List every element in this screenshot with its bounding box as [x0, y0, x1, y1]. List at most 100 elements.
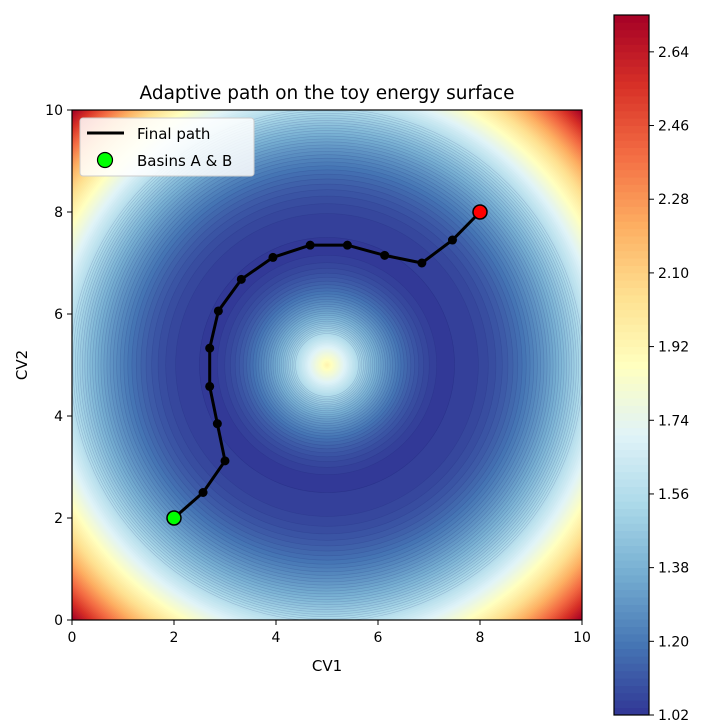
colorbar-band: [614, 427, 649, 436]
colorbar-band: [614, 641, 649, 650]
legend: Final path Basins A & B: [79, 117, 255, 177]
colorbar-band: [614, 81, 649, 90]
colorbar-band: [614, 670, 649, 679]
colorbar-band: [614, 361, 649, 370]
colorbar-band: [614, 457, 649, 465]
colorbar-band: [614, 523, 649, 532]
x-tick-label: 6: [374, 630, 383, 646]
colorbar-tick-label: 1.20: [658, 634, 689, 650]
colorbar-tick-label: 2.64: [658, 45, 689, 61]
path-point: [212, 419, 222, 429]
colorbar-band: [614, 324, 649, 333]
colorbar-band: [614, 236, 649, 244]
colorbar-band: [614, 118, 649, 126]
colorbar-band: [614, 250, 649, 259]
colorbar-tick-label: 1.02: [658, 708, 689, 723]
colorbar-band: [614, 376, 649, 384]
colorbar: 1.02 1.20 1.38 1.56 1.74 1.92 2.10 2.28 2.46 2.64: [613, 14, 689, 723]
x-tick-label: 0: [68, 630, 77, 646]
colorbar-band: [614, 265, 649, 274]
x-axis: 0 2 4 6 8 10: [68, 620, 591, 646]
colorbar-band: [614, 663, 649, 672]
colorbar-band: [614, 132, 649, 141]
colorbar-band: [614, 162, 649, 171]
path-point: [205, 343, 215, 353]
colorbar-band: [614, 199, 649, 207]
colorbar-band: [614, 22, 649, 31]
colorbar-band: [614, 295, 649, 303]
colorbar-band: [614, 309, 649, 318]
y-tick-label: 0: [54, 613, 63, 629]
chart-title: Adaptive path on the toy energy surface: [140, 83, 515, 104]
colorbar-band: [614, 604, 649, 613]
colorbar-band: [614, 420, 649, 429]
colorbar-band: [614, 287, 649, 296]
colorbar-band: [614, 317, 649, 325]
colorbar-band: [614, 103, 649, 112]
path-layer: [169, 207, 485, 523]
y-tick-label: 10: [45, 103, 63, 119]
colorbar-band: [614, 597, 649, 605]
legend-label-path: Final path: [137, 125, 210, 143]
colorbar-band: [614, 353, 649, 362]
colorbar-band: [614, 390, 649, 399]
path-point: [268, 252, 278, 262]
colorbar-tick-label: 2.10: [658, 266, 689, 282]
colorbar-band: [614, 648, 649, 657]
colorbar-band: [614, 177, 649, 185]
colorbar-band: [614, 464, 649, 473]
colorbar-band: [614, 169, 649, 178]
colorbar-tick-label: 2.46: [658, 119, 689, 135]
path-point: [220, 456, 230, 466]
colorbar-band: [614, 471, 649, 480]
colorbar-band: [614, 243, 649, 252]
colorbar-band: [614, 567, 649, 576]
y-axis: 0 2 4 6 8 10: [45, 103, 72, 629]
colorbar-band: [614, 435, 649, 443]
colorbar-band: [614, 51, 649, 60]
colorbar-band: [614, 191, 649, 200]
basin-markers: [166, 204, 488, 526]
colorbar-band: [614, 633, 649, 642]
colorbar-band: [614, 493, 649, 502]
colorbar-band: [614, 110, 649, 119]
colorbar-band: [614, 545, 649, 554]
colorbar-band: [614, 589, 649, 598]
path-point: [447, 235, 457, 245]
colorbar-band: [614, 678, 649, 686]
colorbar-band: [614, 685, 649, 694]
colorbar-band: [614, 501, 649, 510]
colorbar-band: [614, 611, 649, 620]
y-tick-label: 8: [54, 205, 63, 221]
colorbar-band: [614, 508, 649, 517]
colorbar-band: [614, 412, 649, 421]
colorbar-band: [614, 206, 649, 215]
colorbar-band: [614, 449, 649, 458]
colorbar-band: [614, 339, 649, 347]
path-point: [236, 274, 246, 284]
path-point: [380, 250, 390, 260]
colorbar-band: [614, 516, 649, 524]
y-tick-label: 2: [54, 511, 63, 527]
colorbar-tick-label: 1.92: [658, 340, 689, 356]
colorbar-band: [614, 582, 649, 591]
colorbar-band: [614, 125, 649, 134]
energy-surface: [72, 110, 582, 620]
colorbar-band: [614, 619, 649, 627]
colorbar-band: [614, 147, 649, 156]
colorbar-band: [614, 692, 649, 701]
colorbar-band: [614, 73, 649, 82]
colorbar-band: [614, 346, 649, 355]
path-point: [342, 240, 352, 250]
colorbar-band: [614, 213, 649, 222]
colorbar-band: [614, 184, 649, 193]
x-axis-label: CV1: [312, 657, 342, 675]
colorbar-frame: [613, 14, 650, 716]
colorbar-band: [614, 398, 649, 406]
path-point: [213, 306, 223, 316]
path-point: [417, 258, 427, 268]
colorbar-band: [614, 626, 649, 635]
y-tick-label: 6: [54, 307, 63, 323]
basin-marker: [472, 204, 488, 220]
